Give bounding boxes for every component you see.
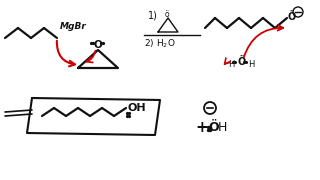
Text: 2) H$_2$O: 2) H$_2$O (144, 37, 176, 50)
Text: H: H (248, 60, 254, 69)
Text: O: O (94, 40, 103, 50)
Text: H: H (218, 121, 228, 134)
Text: 1): 1) (148, 10, 158, 20)
Text: ö: ö (165, 10, 170, 19)
Text: MgBr: MgBr (60, 22, 87, 31)
Text: OH: OH (127, 103, 146, 113)
Text: Ö: Ö (287, 12, 295, 22)
Text: +: + (195, 120, 208, 135)
Text: Ö: Ö (237, 57, 245, 67)
Text: Ö: Ö (208, 121, 219, 134)
Text: H: H (228, 60, 234, 69)
